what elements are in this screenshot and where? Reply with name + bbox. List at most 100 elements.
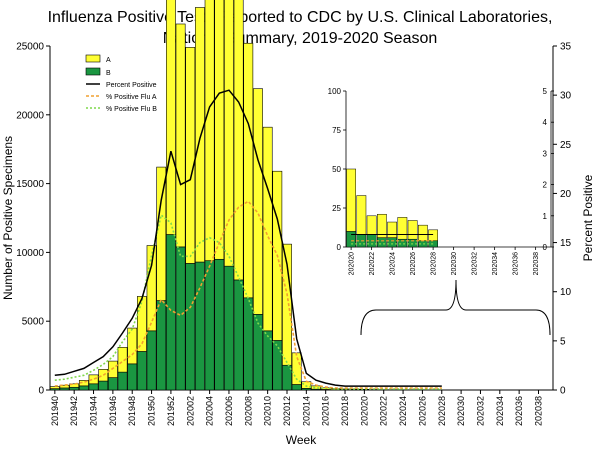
inset-bar-a <box>398 217 407 239</box>
inset-bar-b <box>388 238 397 247</box>
legend-swatch-b <box>86 68 100 75</box>
inset-x-tick-label: 202032 <box>472 252 479 275</box>
bar-b <box>137 351 146 390</box>
inset-bar-a <box>418 225 427 241</box>
inset-left-tick-label: 50 <box>332 165 341 174</box>
left-tick-label: 20000 <box>16 110 44 121</box>
inset-right-tick-label: 0 <box>543 243 548 252</box>
right-tick-label: 10 <box>560 287 572 298</box>
x-tick-label: 202036 <box>514 396 524 426</box>
right-tick-label: 0 <box>560 386 566 397</box>
inset-bar-a <box>347 169 356 231</box>
inset-left-tick-label: 25 <box>332 204 341 213</box>
left-y-axis-label: Number of Positive Specimens <box>1 136 15 300</box>
x-tick-label: 202008 <box>243 396 253 426</box>
bar-a <box>99 369 108 381</box>
bar-a <box>186 47 195 263</box>
inset-x-tick-label: 202028 <box>431 252 438 275</box>
bar-b <box>186 263 195 390</box>
left-tick-label: 5000 <box>22 317 45 328</box>
bar-b <box>176 247 185 390</box>
bar-a <box>244 43 253 298</box>
x-axis-label: Week <box>286 433 317 447</box>
x-tick-label: 202006 <box>224 396 234 426</box>
right-tick-label: 35 <box>560 42 572 53</box>
bar-a <box>205 0 214 261</box>
bar-b <box>108 378 117 390</box>
x-tick-label: 202028 <box>437 396 447 426</box>
inset-x-tick-label: 202030 <box>451 252 458 275</box>
bar-b <box>147 331 156 390</box>
inset-x-tick-label: 202026 <box>410 252 417 275</box>
right-tick-label: 20 <box>560 189 572 200</box>
bar-b <box>60 388 69 390</box>
right-tick-label: 25 <box>560 140 572 151</box>
x-tick-label: 201946 <box>108 396 118 426</box>
bar-b <box>99 381 108 390</box>
x-tick-label: 202034 <box>495 396 505 426</box>
inset-x-tick-label: 202034 <box>492 252 499 275</box>
right-y-axis-label: Percent Positive <box>581 174 595 261</box>
bar-a <box>311 386 320 389</box>
legend-swatch-a <box>86 55 100 62</box>
inset-bar-b <box>347 231 356 247</box>
x-tick-label: 202022 <box>379 396 389 426</box>
x-tick-label: 202030 <box>456 396 466 426</box>
inset-bar-b <box>377 238 386 247</box>
bar-b <box>128 364 137 390</box>
bar-b <box>70 387 79 390</box>
bar-b <box>234 280 243 390</box>
legend-label-b: B <box>106 70 111 77</box>
x-tick-label: 201950 <box>147 396 157 426</box>
bar-a <box>176 24 185 247</box>
bar-b <box>253 314 262 390</box>
bar-b <box>273 340 282 390</box>
bar-a <box>166 0 175 235</box>
bar-b <box>205 261 214 390</box>
bar-b <box>215 259 224 390</box>
inset-x-tick-label: 202038 <box>533 252 540 275</box>
x-tick-label: 202014 <box>301 396 311 426</box>
bar-b <box>89 384 98 390</box>
bar-a <box>147 246 156 331</box>
x-tick-label: 201940 <box>50 396 60 426</box>
bar-b <box>224 266 233 390</box>
bar-a <box>195 7 204 262</box>
inset-bar-a <box>388 222 397 238</box>
x-tick-label: 202002 <box>185 396 195 426</box>
left-tick-label: 25000 <box>16 42 44 53</box>
x-tick-label: 201952 <box>166 396 176 426</box>
inset-bracket <box>361 280 550 335</box>
right-tick-label: 5 <box>560 336 566 347</box>
left-tick-label: 15000 <box>16 179 44 190</box>
x-tick-label: 202016 <box>321 396 331 426</box>
legend-label-flu-b-pct: % Positive Flu B <box>106 106 157 113</box>
x-tick-label: 202020 <box>359 396 369 426</box>
inset-bar-a <box>429 230 438 241</box>
inset-left-tick-label: 0 <box>337 243 342 252</box>
x-tick-label: 202032 <box>475 396 485 426</box>
bar-b <box>244 298 253 390</box>
bar-b <box>118 372 127 390</box>
bar-a <box>50 387 59 389</box>
x-tick-label: 202004 <box>205 396 215 426</box>
bar-a <box>234 0 243 280</box>
bar-a <box>215 0 224 259</box>
inset-right-tick-label: 1 <box>543 212 548 221</box>
x-tick-label: 202010 <box>263 396 273 426</box>
x-tick-label: 202018 <box>340 396 350 426</box>
inset-bar-a <box>367 216 376 235</box>
inset-left-tick-label: 100 <box>328 87 342 96</box>
x-tick-label: 201942 <box>69 396 79 426</box>
bar-a <box>253 89 262 315</box>
inset-bar-a <box>357 196 366 235</box>
bar-b <box>79 386 88 390</box>
x-tick-label: 202038 <box>533 396 543 426</box>
legend: A B Percent Positive % Positive Flu A % … <box>86 55 157 113</box>
right-tick-label: 30 <box>560 91 572 102</box>
